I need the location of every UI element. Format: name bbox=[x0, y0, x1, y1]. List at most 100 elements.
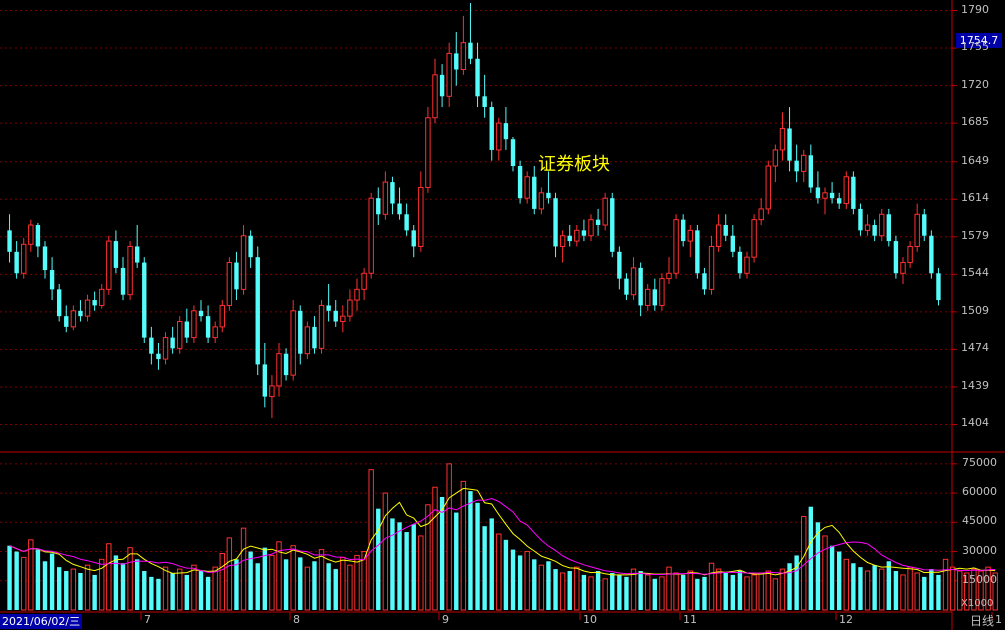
volume-bar bbox=[134, 559, 140, 610]
candle-body bbox=[460, 42, 467, 70]
volume-bar bbox=[99, 558, 105, 611]
candle-body bbox=[248, 235, 253, 258]
candle-body bbox=[624, 278, 629, 295]
volume-bar bbox=[503, 539, 509, 610]
candle-body bbox=[546, 192, 551, 199]
candle-body bbox=[900, 262, 906, 274]
volume-bar bbox=[794, 555, 799, 610]
volume-bar bbox=[49, 553, 55, 610]
candle-body bbox=[198, 310, 204, 317]
volume-bar bbox=[602, 578, 608, 611]
candle-body bbox=[106, 240, 112, 290]
volume-bar bbox=[276, 541, 282, 611]
candle-body bbox=[92, 300, 97, 306]
candle-body bbox=[418, 186, 424, 247]
candle-body bbox=[602, 197, 608, 226]
candle-body bbox=[318, 304, 325, 349]
candle-body bbox=[333, 310, 338, 322]
price-tick-label: 1439 bbox=[961, 378, 989, 392]
volume-bar bbox=[553, 569, 558, 610]
volume-bar bbox=[922, 576, 927, 610]
price-tick-label: 1404 bbox=[961, 416, 989, 430]
candle-body bbox=[929, 235, 934, 274]
candle-body bbox=[779, 127, 786, 151]
candle-body bbox=[454, 53, 459, 70]
volume-bar bbox=[482, 526, 487, 610]
candle-body bbox=[680, 219, 686, 242]
volume-bar bbox=[610, 572, 615, 610]
volume-bar bbox=[354, 554, 360, 611]
price-tick-label: 1544 bbox=[961, 266, 989, 280]
candle-body bbox=[836, 198, 842, 204]
candle-body bbox=[113, 241, 119, 268]
volume-bar bbox=[730, 574, 736, 610]
volume-bar bbox=[957, 570, 963, 611]
candle-body bbox=[744, 256, 750, 274]
candle-body bbox=[262, 364, 268, 397]
candle-body bbox=[162, 337, 169, 360]
candle-body bbox=[49, 270, 55, 290]
candle-body bbox=[234, 262, 239, 290]
candle-body bbox=[482, 96, 487, 108]
candle-body bbox=[156, 353, 161, 360]
candle-body bbox=[864, 224, 871, 231]
volume-bar bbox=[156, 578, 161, 610]
volume-bar bbox=[397, 522, 402, 610]
candle-body bbox=[496, 122, 502, 151]
candle-body bbox=[390, 182, 395, 204]
volume-unit: X1000 bbox=[961, 598, 994, 609]
volume-bar bbox=[127, 547, 133, 611]
volume-bar bbox=[312, 561, 317, 610]
candle-body bbox=[751, 219, 757, 258]
candle-body bbox=[538, 192, 545, 210]
volume-bar bbox=[949, 566, 956, 611]
volume-bar bbox=[893, 571, 899, 610]
volume-bar bbox=[737, 571, 743, 610]
volume-bar bbox=[318, 549, 325, 611]
volume-bar bbox=[864, 570, 871, 611]
candle-body bbox=[645, 288, 651, 306]
candle-body bbox=[56, 289, 62, 317]
volume-tick-label: 75000 bbox=[962, 455, 997, 469]
period-label[interactable]: 日线 bbox=[970, 614, 995, 628]
candle-body bbox=[212, 326, 218, 339]
volume-bar bbox=[942, 558, 949, 611]
candle-body bbox=[652, 289, 658, 306]
volume-bar bbox=[858, 567, 863, 610]
volume-bar bbox=[226, 537, 233, 611]
candle-body bbox=[361, 272, 367, 290]
volume-bar bbox=[170, 572, 175, 610]
volume-bar bbox=[666, 566, 672, 611]
volume-bar bbox=[779, 568, 786, 611]
candle-body bbox=[340, 315, 346, 323]
volume-bar bbox=[42, 561, 48, 610]
candle-body bbox=[843, 176, 849, 205]
candle-body bbox=[829, 192, 835, 199]
volume-bar bbox=[624, 576, 629, 610]
candle-body bbox=[610, 198, 615, 252]
volume-bar bbox=[425, 504, 431, 611]
volume-bar bbox=[772, 578, 779, 611]
volume-bar bbox=[205, 576, 211, 610]
volume-bar bbox=[765, 570, 771, 611]
candle-body bbox=[411, 230, 416, 247]
volume-bar bbox=[162, 566, 169, 611]
candle-body bbox=[822, 192, 828, 199]
candle-body bbox=[638, 267, 643, 306]
volume-bar bbox=[177, 568, 183, 611]
month-label: 11 bbox=[683, 613, 697, 626]
volume-bar bbox=[21, 556, 27, 611]
volume-bar bbox=[14, 551, 19, 610]
volume-bar bbox=[120, 563, 126, 610]
volume-bar bbox=[978, 570, 984, 611]
volume-bar bbox=[992, 572, 998, 611]
volume-bar bbox=[936, 574, 941, 610]
volume-bar bbox=[680, 574, 686, 610]
volume-bar bbox=[70, 568, 77, 611]
candle-body bbox=[574, 229, 580, 242]
volume-bar bbox=[574, 566, 580, 611]
volume-bar bbox=[149, 576, 154, 610]
volume-bar bbox=[822, 535, 828, 611]
volume-bar bbox=[262, 547, 268, 610]
